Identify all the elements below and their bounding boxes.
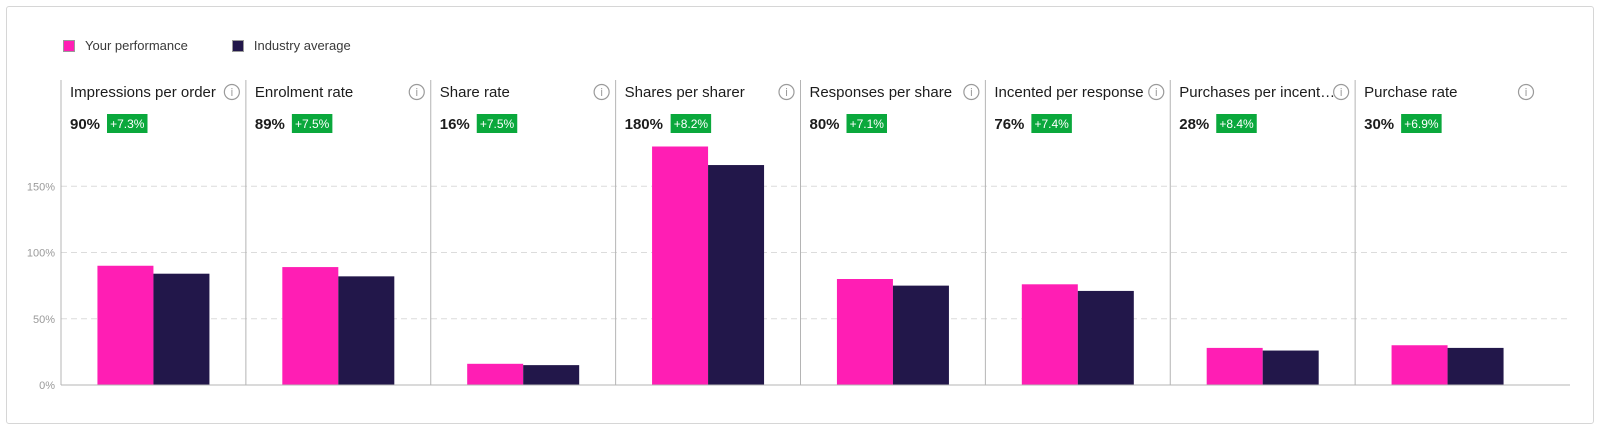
legend-swatch-your-performance <box>63 39 75 52</box>
info-icon <box>1517 83 1535 101</box>
info-icon <box>778 83 795 101</box>
bar-your-performance <box>97 265 154 385</box>
change-badge <box>107 114 148 133</box>
info-icon-glyph: i <box>415 86 418 99</box>
y-tick-label: 150% <box>27 181 55 193</box>
legend-item-your-performance[interactable]: Your performance <box>63 38 188 53</box>
bar-your-performance <box>652 146 709 385</box>
info-icon-glyph: i <box>600 86 603 99</box>
panel-title: Purchase rate <box>1364 84 1457 101</box>
panel-value: 89% <box>255 116 285 133</box>
info-icon-glyph: i <box>1340 86 1343 99</box>
info-icon <box>1148 83 1165 101</box>
panel-title: Responses per share <box>810 84 953 101</box>
y-tick-label: 50% <box>33 314 55 326</box>
bar-your-performance <box>1391 345 1448 385</box>
panel-title: Shares per sharer <box>625 84 745 101</box>
panel-title: Share rate <box>440 84 510 101</box>
legend: Your performance Industry average <box>63 38 351 53</box>
panel-value: 180% <box>625 116 663 133</box>
y-tick-label: 100% <box>27 248 55 260</box>
panel-value: 28% <box>1179 116 1209 133</box>
bar-your-performance <box>467 363 524 385</box>
change-badge-label: +7.3% <box>110 117 145 131</box>
panel-value: 76% <box>994 116 1024 133</box>
info-icon-glyph: i <box>785 86 788 99</box>
change-badge <box>670 114 712 133</box>
panel-title: Incented per response <box>994 84 1143 101</box>
change-badge <box>1216 114 1257 133</box>
panel-title: Impressions per order <box>70 84 216 101</box>
change-badge-label: +7.5% <box>295 117 330 131</box>
legend-label-industry-average: Industry average <box>253 38 351 53</box>
change-badge-label: +7.5% <box>480 117 515 131</box>
bar-industry-average <box>1262 350 1319 385</box>
change-badge <box>476 114 518 133</box>
change-badge <box>1031 114 1072 133</box>
bar-your-performance <box>282 267 339 385</box>
bar-industry-average <box>1447 347 1504 385</box>
info-icon-glyph: i <box>230 86 233 99</box>
info-icon <box>223 83 240 101</box>
bar-industry-average <box>153 273 210 385</box>
legend-item-industry-average[interactable]: Industry average <box>231 38 351 53</box>
change-badge <box>846 114 887 133</box>
change-badge-label: +7.1% <box>850 117 885 131</box>
bar-industry-average <box>523 365 580 385</box>
bar-industry-average <box>708 165 765 385</box>
bar-industry-average <box>338 276 395 385</box>
bar-your-performance <box>1021 284 1078 385</box>
bar-industry-average <box>1077 290 1134 385</box>
info-icon-glyph: i <box>970 86 973 99</box>
info-icon <box>1333 83 1350 101</box>
legend-label-your-performance: Your performance <box>85 38 188 53</box>
panel-title: Enrolment rate <box>255 84 353 101</box>
info-icon <box>593 83 610 101</box>
legend-swatch-industry-average <box>231 39 244 52</box>
info-icon-glyph: i <box>1155 86 1158 99</box>
change-badge-label: +7.4% <box>1034 117 1069 131</box>
change-badge-label: +8.2% <box>674 117 709 131</box>
bar-your-performance <box>1206 347 1263 385</box>
panel-value: 30% <box>1364 116 1394 133</box>
bar-your-performance <box>836 279 893 385</box>
panel-value: 80% <box>810 116 840 133</box>
change-badge-label: +6.9% <box>1404 117 1439 131</box>
info-icon-glyph: i <box>1524 86 1527 99</box>
change-badge <box>1401 114 1442 133</box>
panel-value: 16% <box>440 116 470 133</box>
panel-value: 90% <box>70 116 100 133</box>
info-icon <box>408 83 425 101</box>
panel-title: Purchases per incent… <box>1179 84 1335 101</box>
change-badge-label: +8.4% <box>1219 117 1254 131</box>
y-tick-label: 0% <box>39 380 55 392</box>
bar-industry-average <box>892 285 949 385</box>
info-icon <box>963 83 980 101</box>
change-badge <box>291 114 333 133</box>
